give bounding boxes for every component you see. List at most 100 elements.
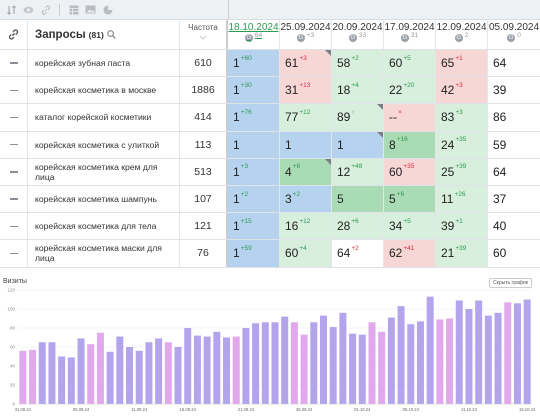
position-cell[interactable]: 11 +26 (436, 186, 488, 213)
position-value: 4 (285, 164, 292, 179)
position-cell[interactable]: 39 +1 (436, 213, 488, 240)
position-cell[interactable]: 61 +3 (280, 50, 332, 77)
eye-icon[interactable] (23, 4, 34, 15)
row-link-cell[interactable] (0, 186, 28, 213)
position-cell[interactable]: 62 +41 (384, 240, 436, 267)
position-cell[interactable]: 28 +6 (332, 213, 384, 240)
link-icon[interactable] (40, 4, 51, 15)
date-column-header[interactable]: 18.10.2024 G 64 (228, 20, 280, 49)
chart-bar (252, 323, 260, 404)
date-column-header[interactable]: 25.09.2024 G +3 (280, 20, 332, 49)
position-cell[interactable]: 58 +2 (332, 50, 384, 77)
query-cell[interactable]: корейская косметика с улиткой (28, 131, 180, 158)
position-cell[interactable]: 1 +2 (228, 186, 280, 213)
position-cell[interactable]: 34 +5 (384, 213, 436, 240)
position-cell[interactable]: 64 +2 (332, 240, 384, 267)
position-cell[interactable]: 1 (280, 131, 332, 158)
position-cell[interactable]: 21 +39 (436, 240, 488, 267)
position-cell[interactable]: 60 +5 (384, 50, 436, 77)
chart-bar (368, 322, 376, 404)
position-cell[interactable]: 60 +4 (280, 240, 332, 267)
position-cell[interactable]: 31 +13 (280, 77, 332, 104)
position-value: 37 (493, 192, 507, 207)
row-link-cell[interactable] (0, 240, 28, 267)
position-change: ↑ (351, 108, 355, 116)
position-cell[interactable]: 42 +3 (436, 77, 488, 104)
table-icon[interactable] (68, 4, 79, 15)
position-change: +41 (403, 244, 415, 252)
frequency-value: 610 (194, 57, 212, 70)
position-cell[interactable]: 40 (488, 213, 540, 240)
sort-icon[interactable] (6, 4, 17, 15)
query-column-header[interactable]: Запросы (81) (28, 20, 180, 49)
dropdown-icon (199, 35, 207, 40)
query-cell[interactable]: корейская косметика маски для лица (28, 240, 180, 267)
position-cell[interactable]: 1 +60 (228, 50, 280, 77)
row-link-cell[interactable] (0, 104, 28, 131)
date-column-header[interactable]: 17.09.2024 G 31 (384, 20, 436, 49)
position-cell[interactable]: 77 +12 (280, 104, 332, 131)
position-cell[interactable]: 59 (488, 131, 540, 158)
row-link-cell[interactable] (0, 213, 28, 240)
position-cell[interactable]: 25 +39 (436, 158, 488, 185)
row-link-cell[interactable] (0, 158, 28, 185)
search-icon[interactable] (107, 30, 116, 39)
chart-bar (290, 322, 298, 404)
date-column-header[interactable]: 12.09.2024 G 2 (436, 20, 488, 49)
position-cell[interactable]: 1 +30 (228, 77, 280, 104)
position-cell[interactable]: 3 +2 (280, 186, 332, 213)
position-value: 65 (441, 56, 455, 71)
row-link-cell[interactable] (0, 131, 28, 158)
position-cell[interactable]: 1 +3 (228, 158, 280, 185)
position-cell[interactable]: 1 +76 (228, 104, 280, 131)
position-cell[interactable]: 86 (488, 104, 540, 131)
position-cell[interactable]: 60 (488, 240, 540, 267)
query-cell[interactable]: корейская зубная паста (28, 50, 180, 77)
position-cell[interactable]: 12 +48 (332, 158, 384, 185)
position-cell[interactable]: 64 (488, 50, 540, 77)
position-value: 83 (441, 110, 455, 125)
position-cell[interactable]: 22 +20 (384, 77, 436, 104)
query-text: корейская косметика шампунь (35, 194, 158, 205)
position-cell[interactable]: 1 +15 (228, 213, 280, 240)
position-cell[interactable]: 37 (488, 186, 540, 213)
position-cell[interactable]: 16 +12 (280, 213, 332, 240)
position-cell[interactable]: 89 ↑ (332, 104, 384, 131)
pie-chart-icon[interactable] (102, 4, 113, 15)
frequency-value: 76 (197, 247, 209, 260)
position-cell[interactable]: 18 +4 (332, 77, 384, 104)
query-cell[interactable]: корейская косметика крем для лица (28, 158, 180, 185)
image-icon[interactable] (85, 4, 96, 15)
position-cell[interactable]: 4 +8 (280, 158, 332, 185)
position-cell[interactable]: 65 +1 (436, 50, 488, 77)
position-cell[interactable]: 1 (332, 131, 384, 158)
date-column-header[interactable]: 05.09.2024 G 0 (488, 20, 540, 49)
query-cell[interactable]: каталог корейской косметики (28, 104, 180, 131)
row-link-cell[interactable] (0, 50, 28, 77)
position-cell[interactable]: 8 +16 (384, 131, 436, 158)
frequency-column-header[interactable]: Частота (180, 20, 228, 49)
position-cell[interactable]: -- × (384, 104, 436, 131)
position-cell[interactable]: 5 (332, 186, 384, 213)
position-value: 1 (233, 192, 240, 207)
query-cell[interactable]: корейская косметика в москве (28, 77, 180, 104)
date-column-header[interactable]: 20.09.2024 G 33 (332, 20, 384, 49)
hide-chart-button[interactable]: Скрыть график (489, 278, 532, 288)
position-cell[interactable]: 60 +35 (384, 158, 436, 185)
position-cell[interactable]: 5 +6 (384, 186, 436, 213)
query-cell[interactable]: корейская косметика шампунь (28, 186, 180, 213)
position-cell[interactable]: 83 +3 (436, 104, 488, 131)
query-cell[interactable]: корейская косметика для тела (28, 213, 180, 240)
x-tick-label: 26.09.24 (296, 407, 313, 412)
position-value: 1 (233, 164, 240, 179)
frequency-cell: 113 (180, 131, 228, 158)
link-column-header[interactable] (0, 20, 28, 49)
position-cell[interactable]: 1 (228, 131, 280, 158)
position-cell[interactable]: 64 (488, 158, 540, 185)
position-cell[interactable]: 1 +59 (228, 240, 280, 267)
position-cell[interactable]: 24 +35 (436, 131, 488, 158)
position-cell[interactable]: 39 (488, 77, 540, 104)
row-link-cell[interactable] (0, 77, 28, 104)
position-change: +1 (455, 54, 463, 62)
position-value: 24 (441, 137, 455, 152)
